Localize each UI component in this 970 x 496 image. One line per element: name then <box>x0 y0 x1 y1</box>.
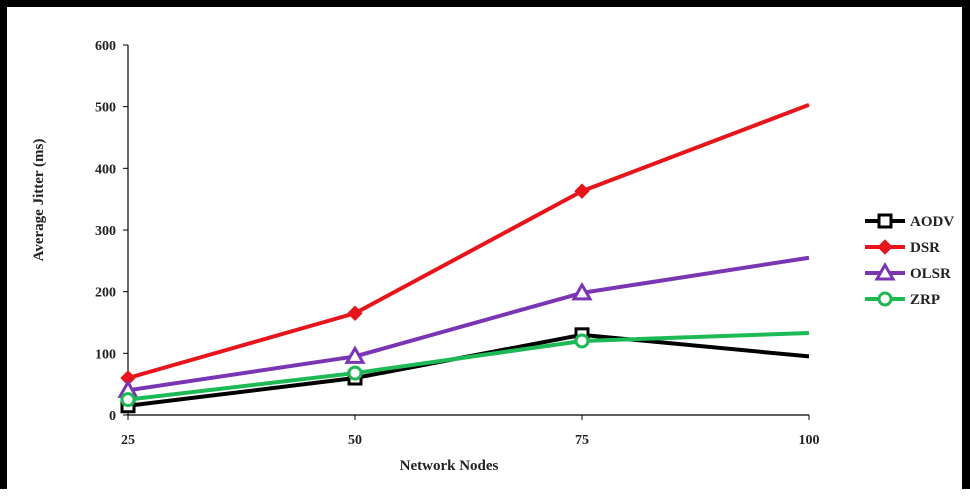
data-point-olsr-triangle <box>344 345 366 364</box>
y-tick-label: 100 <box>95 347 116 362</box>
legend-item-olsr: OLSR <box>865 261 951 282</box>
legend-item-zrp: ZRP <box>865 291 940 308</box>
y-tick-label: 500 <box>95 101 116 116</box>
x-tick-labels: 25 50 75 100 <box>121 433 820 448</box>
data-point-dsr-diamond <box>347 305 363 321</box>
series-line-dsr <box>127 102 810 380</box>
data-point-zrp-circle <box>120 392 136 408</box>
legend-item-aodv: AODV <box>865 213 954 230</box>
legend-label-olsr: OLSR <box>910 266 951 282</box>
y-tick-label: 0 <box>109 409 116 424</box>
x-tick-label: 100 <box>799 433 820 448</box>
legend-label-dsr: DSR <box>910 240 940 256</box>
data-point-olsr-triangle <box>571 281 593 301</box>
data-point-zrp-circle <box>574 333 590 349</box>
y-tick-label: 300 <box>95 224 116 239</box>
legend-marker-olsr-triangle <box>874 261 896 281</box>
series-line-olsr <box>127 255 810 393</box>
axes <box>123 44 810 420</box>
legend: AODV DSR OLSR ZRP <box>865 213 954 308</box>
data-point-zrp-circle <box>347 365 363 381</box>
legend-marker-aodv-square <box>877 213 893 229</box>
series-zrp <box>120 330 810 408</box>
legend-label-zrp: ZRP <box>910 292 940 308</box>
x-axis-label: Network Nodes <box>400 458 499 474</box>
y-tick-label: 200 <box>95 286 116 301</box>
legend-item-dsr: DSR <box>865 239 940 256</box>
legend-marker-zrp-circle <box>877 291 893 307</box>
legend-label-aodv: AODV <box>910 214 954 230</box>
legend-marker-dsr-diamond <box>877 239 893 255</box>
y-tick-label: 400 <box>95 162 116 177</box>
data-point-dsr-diamond <box>574 183 590 199</box>
x-tick-label: 50 <box>348 433 362 448</box>
x-tick-label: 75 <box>575 433 589 448</box>
y-tick-label: 600 <box>95 39 116 54</box>
series-line-aodv <box>127 332 810 408</box>
series-olsr <box>117 255 810 398</box>
x-tick-label: 25 <box>121 433 135 448</box>
series-lines <box>117 102 810 414</box>
series-dsr <box>120 102 810 386</box>
y-tick-labels: 0 100 200 300 400 500 600 <box>95 39 116 424</box>
y-axis-label: Average Jitter (ms) <box>31 139 47 262</box>
series-line-zrp <box>127 330 810 402</box>
line-chart: 0 100 200 300 400 500 600 25 50 75 100 AODV DSR OLS… <box>31 39 954 474</box>
series-aodv <box>120 327 810 414</box>
